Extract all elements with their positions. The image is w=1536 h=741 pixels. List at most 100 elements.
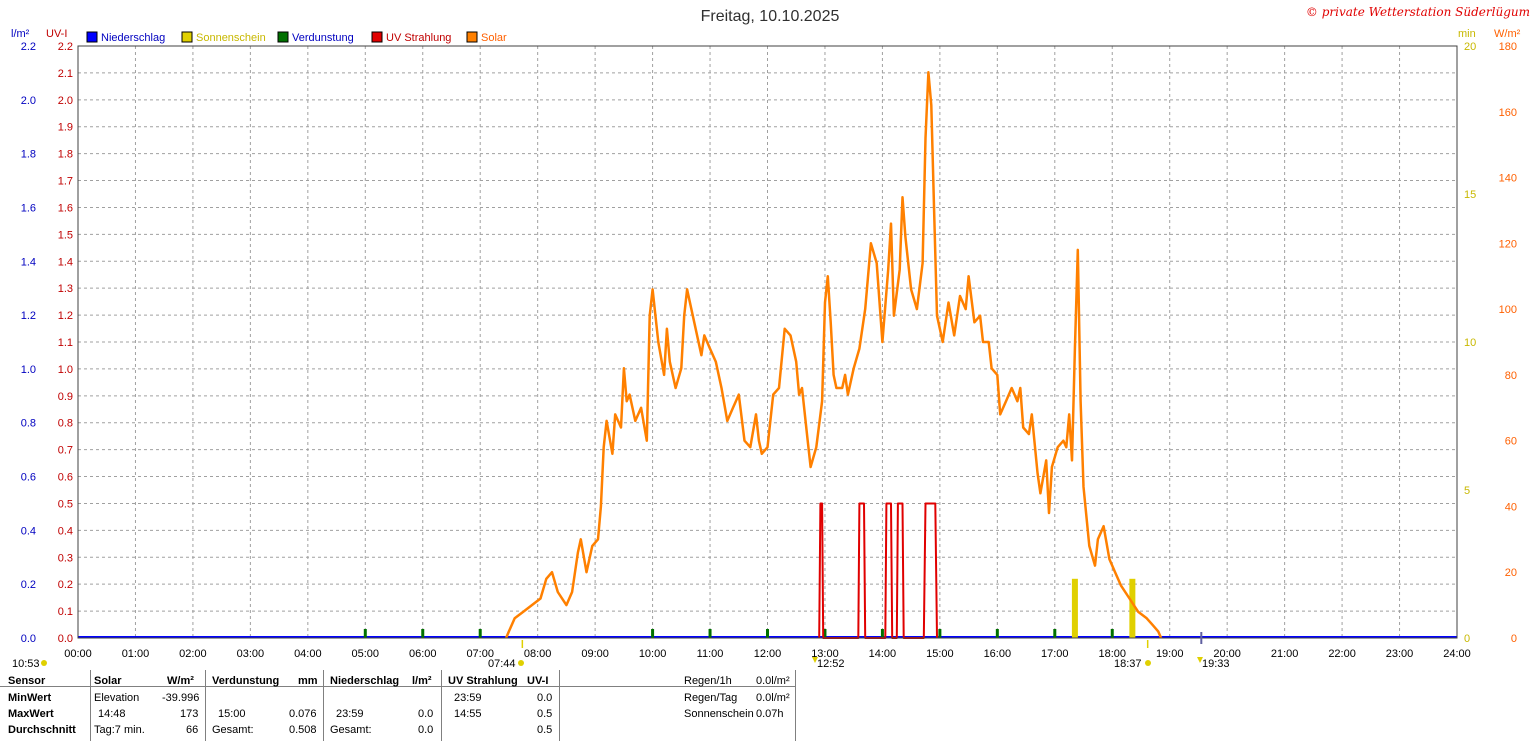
x-axis-tick: 19:00	[1156, 648, 1184, 660]
legend-swatch	[181, 31, 193, 43]
uv-axis-tick: 1.4	[58, 256, 73, 268]
weather-chart: Freitag, 10.10.2025 © private Wetterstat…	[11, 5, 1530, 670]
sunrise-label: 07:44	[488, 658, 516, 670]
y-axis-uv: 0.0 0.1 0.2 0.3 0.4 0.5 0.6 0.7 0.8 0.9 1.0 1.1 1.2 1…	[58, 41, 73, 645]
x-axis-tick: 11:00	[697, 648, 724, 660]
sunshine-axis-tick: 10	[1464, 337, 1476, 349]
verdunstung-mark	[823, 629, 827, 638]
rain-axis-tick: 1.8	[21, 149, 36, 161]
verdunstung-mark	[421, 629, 425, 638]
stats-header-solar: Solar	[94, 675, 122, 687]
noon-label: 12:52	[817, 658, 845, 670]
verdunstung-mark	[766, 629, 769, 638]
solar-max-value: 173	[180, 708, 199, 720]
x-axis-tick: 05:00	[352, 648, 380, 660]
sonnenschein-label: Sonnenschein	[684, 708, 754, 720]
solar-min-label: Elevation	[94, 692, 140, 704]
uv-axis-tick: 1.5	[58, 229, 73, 241]
dusk-marker	[1197, 657, 1203, 663]
legend-swatch	[466, 31, 478, 43]
stats-header-verdunstung-unit: mm	[298, 675, 318, 687]
solar-avg-label: Tag:7 min.	[94, 724, 145, 736]
x-axis-tick: 09:00	[581, 648, 609, 660]
legend-label: Solar	[481, 32, 507, 44]
right-axis-unit-min: min	[1458, 28, 1476, 40]
uv-axis-tick: 0.3	[58, 552, 73, 564]
niederschlag-max-value: 0.0	[418, 708, 434, 720]
y-axis-sunshine: 0 5 10 15 20	[1464, 41, 1476, 645]
solar-axis-tick: 100	[1499, 304, 1517, 316]
legend-label: Sonnenschein	[196, 32, 266, 44]
uv-axis-tick: 1.9	[58, 122, 73, 134]
x-axis-tick: 16:00	[984, 648, 1012, 660]
x-axis-tick: 23:00	[1386, 648, 1414, 660]
rain-axis-tick: 0.2	[21, 579, 36, 591]
x-axis-tick: 00:00	[64, 648, 92, 660]
legend: Niederschlag Sonnenschein Verdunstung UV St…	[86, 31, 507, 44]
niederschlag-max-time: 23:59	[336, 708, 364, 720]
uv-axis-tick: 0.0	[58, 633, 73, 645]
x-axis-tick: 03:00	[237, 648, 265, 660]
plot-frame	[77, 45, 1458, 639]
legend-label: Verdunstung	[292, 32, 354, 44]
x-axis: 00:00 01:00 02:00 03:00 04:00 05:00 06:00 07:00…	[64, 648, 1471, 660]
uv-axis-tick: 0.7	[58, 445, 73, 457]
legend-label: UV Strahlung	[386, 32, 451, 44]
sonnenschein-bar	[1129, 578, 1136, 638]
uv-axis-tick: 2.2	[58, 41, 73, 53]
x-axis-tick: 12:00	[754, 648, 782, 660]
x-axis-tick: 01:00	[122, 648, 150, 660]
dusk-label: 19:33	[1202, 658, 1230, 670]
solar-axis-tick: 160	[1499, 107, 1517, 119]
legend-label: Niederschlag	[101, 32, 165, 44]
sunshine-axis-tick: 0	[1464, 633, 1470, 645]
verdunstung-avg-value: 0.508	[289, 724, 317, 736]
stats-table: Sensor MinWert MaxWert Durchschnitt Sola…	[0, 670, 1536, 741]
stats-header-solar-unit: W/m²	[167, 675, 194, 687]
solar-axis-tick: 0	[1511, 633, 1517, 645]
legend-swatch	[277, 31, 289, 43]
noon-marker	[812, 657, 818, 663]
rain-axis-tick: 2.0	[21, 95, 36, 107]
x-axis-tick: 13:00	[811, 648, 839, 660]
solar-max-time: 14:48	[98, 708, 126, 720]
x-axis-tick: 24:00	[1443, 648, 1471, 660]
rain-axis-tick: 0.6	[21, 472, 36, 484]
stats-row-avg: Durchschnitt	[8, 724, 76, 736]
stats-header-uv-unit: UV-I	[527, 675, 549, 687]
sonnenschein-bar	[1071, 578, 1078, 638]
uv-max-time: 14:55	[454, 708, 482, 720]
rain-axis-tick: 1.6	[21, 202, 36, 214]
sunset-label: 18:37	[1114, 658, 1142, 670]
x-axis-tick: 02:00	[179, 648, 207, 660]
verdunstung-max-value: 0.076	[289, 708, 317, 720]
verdunstung-mark	[1110, 629, 1114, 638]
x-axis-tick: 18:00	[1098, 648, 1126, 660]
x-axis-tick: 06:00	[409, 648, 437, 660]
chart-title: Freitag, 10.10.2025	[701, 8, 840, 25]
stats-row-min: MinWert	[8, 692, 52, 704]
uv-series-line	[818, 502, 938, 639]
current_time-label: 10:53	[12, 658, 40, 670]
regen-1h-value: 0.0l/m²	[756, 675, 790, 687]
verdunstung-mark	[363, 629, 367, 638]
uv-axis-tick: 0.5	[58, 498, 73, 510]
verdunstung-mark	[938, 629, 942, 638]
x-axis-tick: 08:00	[524, 648, 552, 660]
solar-min-value: -39.996	[162, 692, 200, 704]
x-axis-tick: 10:00	[639, 648, 667, 660]
uv-axis-tick: 1.6	[58, 202, 73, 214]
y-axis-solar: 0 20 40 60 80 100 120 140 160 180	[1499, 41, 1517, 645]
uv-max-value: 0.5	[537, 708, 553, 720]
y-axis-rain: 0.0 0.2 0.4 0.6 0.8 1.0 1.2 1.4 1.6 1.8 2.0 2.2	[21, 41, 36, 645]
rain-axis-tick: 2.2	[21, 41, 36, 53]
verdunstung-mark	[651, 629, 655, 638]
stats-header-sensor: Sensor	[8, 675, 46, 687]
sunshine-axis-tick: 15	[1464, 189, 1476, 201]
verdunstung-avg-label: Gesamt:	[212, 724, 254, 736]
stats-header-niederschlag: Niederschlag	[330, 675, 400, 687]
uv-axis-tick: 2.1	[58, 68, 73, 80]
uv-axis-tick: 0.9	[58, 391, 73, 403]
current_time-marker	[41, 660, 47, 666]
regen-tag-label: Regen/Tag	[684, 692, 738, 704]
